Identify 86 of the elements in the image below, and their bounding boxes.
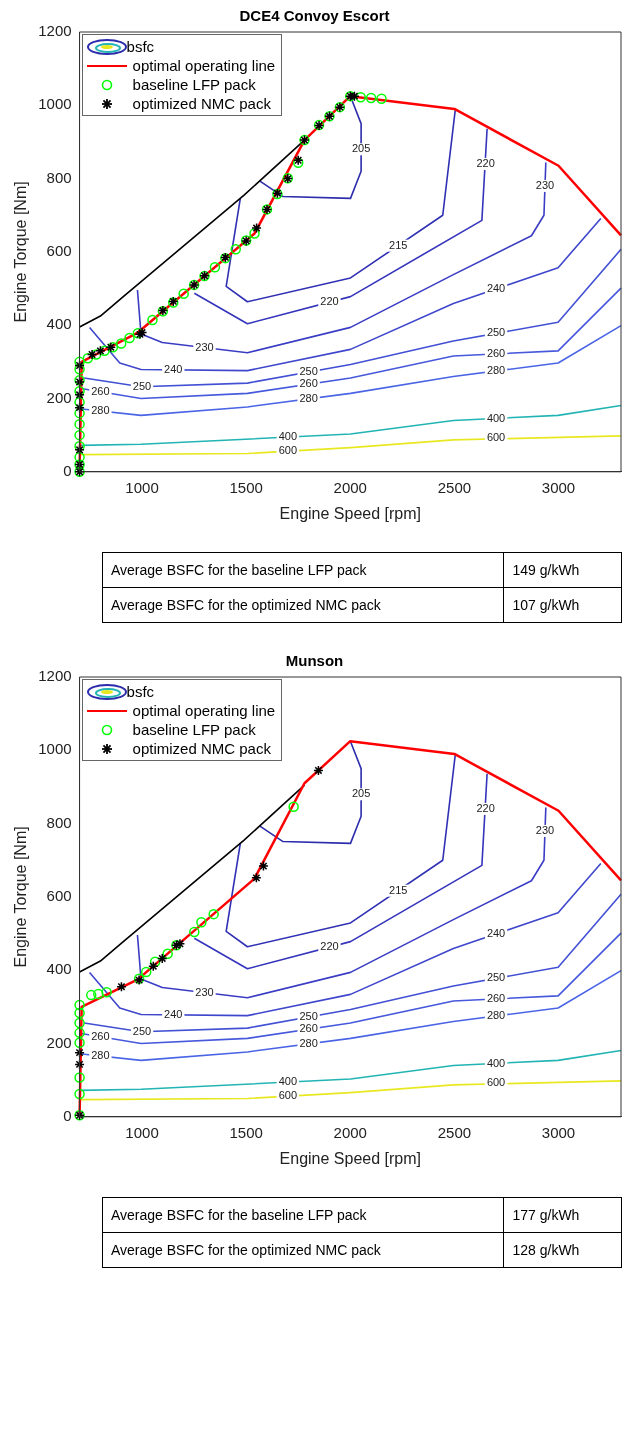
legend-label: optimized NMC pack	[132, 94, 271, 113]
text: 128 g/kWh	[503, 1232, 622, 1268]
y-tick-label: 600	[46, 887, 72, 905]
annotation: 215	[389, 238, 408, 251]
y-tick-label: 200	[46, 388, 72, 406]
annotation: 240	[164, 1007, 183, 1020]
y-tick-label: 400	[46, 315, 72, 333]
y-tick-label: 800	[46, 168, 72, 186]
annotation: 230	[195, 985, 214, 998]
annotation: 205	[351, 787, 371, 800]
legend-label: baseline LFP pack	[132, 720, 256, 739]
annotation: 600	[486, 431, 506, 444]
y-axis-title: Engine Torque [Nm]	[12, 826, 30, 968]
annotation: 220	[320, 295, 339, 308]
text: Average BSFC for the optimized NMC pack	[102, 587, 504, 623]
text: 149 g/kWh	[503, 552, 622, 588]
annotation: 600	[278, 1089, 297, 1102]
legend-label: baseline LFP pack	[132, 75, 256, 94]
annotation: 400	[278, 430, 297, 443]
x-tick-label: 2000	[333, 1123, 367, 1141]
y-axis-title: Engine Torque [Nm]	[12, 181, 30, 323]
y-tick-label: 200	[46, 1033, 72, 1051]
legend-label: optimal operating line	[132, 56, 276, 75]
annotation: 600	[278, 444, 297, 457]
annotation: 280	[299, 1036, 318, 1049]
chart-title: DCE4 Convoy Escort	[239, 7, 390, 25]
y-tick-label: 1200	[38, 22, 72, 40]
annotation: 250	[299, 1010, 318, 1023]
x-tick-label: 1000	[125, 1123, 159, 1141]
legend-title: bsfc	[126, 37, 155, 56]
x-tick-label: 3000	[541, 478, 576, 496]
annotation: 260	[486, 346, 506, 359]
annotation: 280	[486, 1009, 506, 1022]
annotation: 250	[486, 971, 506, 984]
annotation: 400	[486, 1056, 506, 1069]
annotation: 600	[486, 1076, 506, 1089]
legend-label: optimal operating line	[132, 701, 276, 720]
legend-label: optimized NMC pack	[132, 739, 271, 758]
annotation: 260	[91, 384, 110, 397]
annotation: 250	[299, 365, 318, 378]
text: Average BSFC for the optimized NMC pack	[102, 1232, 504, 1268]
y-tick-label: 1000	[38, 95, 72, 113]
x-tick-label: 2000	[333, 478, 367, 496]
y-tick-label: 0	[63, 1106, 72, 1124]
text: 107 g/kWh	[503, 587, 622, 623]
text: 177 g/kWh	[503, 1197, 622, 1233]
x-tick-label: 3000	[541, 1123, 576, 1141]
annotation: 400	[278, 1075, 297, 1088]
y-tick-label: 800	[46, 813, 72, 831]
annotation: 230	[535, 823, 555, 836]
text: Average BSFC for the baseline LFP pack	[102, 552, 504, 588]
y-tick-label: 400	[46, 960, 72, 978]
y-tick-label: 1200	[38, 667, 72, 685]
annotation: 220	[476, 801, 495, 814]
annotation: 230	[535, 178, 555, 191]
annotation: 215	[389, 883, 408, 896]
x-tick-label: 1500	[229, 1123, 263, 1141]
x-tick-label: 1000	[125, 478, 159, 496]
annotation: 240	[164, 362, 183, 375]
annotation: 260	[299, 1022, 318, 1035]
x-axis-title: Engine Speed [rpm]	[279, 504, 421, 522]
annotation: 260	[299, 377, 318, 390]
annotation: 240	[486, 281, 506, 294]
legend-title: bsfc	[126, 682, 155, 701]
annotation: 240	[486, 926, 506, 939]
x-tick-label: 1500	[229, 478, 263, 496]
x-tick-label: 2500	[437, 478, 472, 496]
annotation: 250	[486, 326, 506, 339]
annotation: 230	[195, 340, 214, 353]
annotation: 260	[91, 1029, 110, 1042]
annotation: 220	[476, 156, 495, 169]
y-tick-label: 1000	[38, 740, 72, 758]
annotation: 260	[486, 991, 506, 1004]
annotation: 220	[320, 940, 339, 953]
annotation: 280	[299, 391, 318, 404]
annotation: 280	[91, 403, 110, 416]
annotation: 280	[91, 1048, 110, 1061]
chart-title: Munson	[285, 652, 344, 670]
annotation: 205	[351, 142, 371, 155]
y-tick-label: 0	[63, 461, 72, 479]
y-tick-label: 600	[46, 242, 72, 260]
annotation: 400	[486, 411, 506, 424]
x-axis-title: Engine Speed [rpm]	[279, 1149, 421, 1167]
text: Average BSFC for the baseline LFP pack	[102, 1197, 504, 1233]
x-tick-label: 2500	[437, 1123, 472, 1141]
annotation: 280	[486, 364, 506, 377]
